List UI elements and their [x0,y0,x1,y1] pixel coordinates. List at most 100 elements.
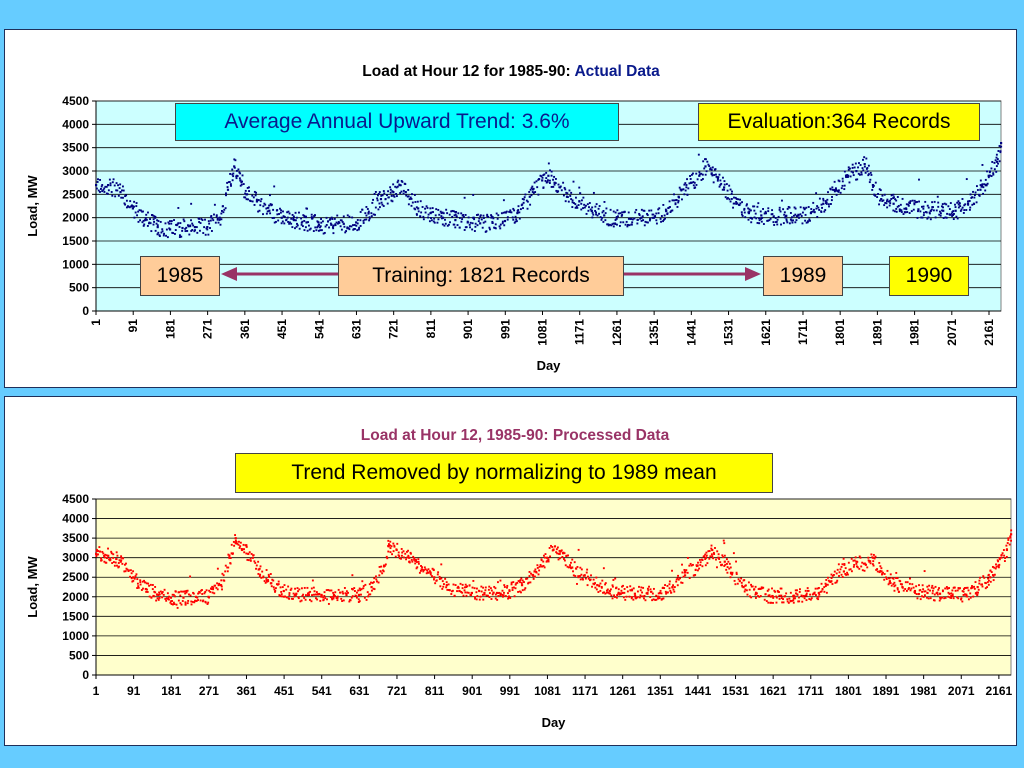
data-point [680,581,683,584]
data-point [282,589,285,593]
data-point [345,593,348,597]
data-point [872,186,874,188]
data-point [823,586,826,589]
data-point [564,188,567,191]
data-point [264,203,267,206]
data-point [510,583,513,586]
data-point [778,591,780,593]
data-point [643,224,646,227]
data-point [290,597,293,600]
data-point [471,228,474,231]
data-point [577,548,580,551]
data-point [554,545,557,548]
data-point [356,219,359,221]
data-point [356,222,359,225]
data-point [297,597,300,600]
data-point [716,178,719,181]
data-point [158,597,161,599]
data-point [327,602,330,605]
data-point [714,168,717,171]
data-point [415,559,418,562]
data-point [606,588,609,591]
data-point [295,216,298,219]
data-point [740,577,743,580]
data-point [306,594,309,597]
data-point [227,181,230,184]
data-point [529,581,532,584]
data-point [629,589,632,592]
data-point [691,563,694,566]
data-point [528,575,531,578]
y-tick-label: 2500 [62,570,89,584]
data-point [648,209,651,212]
data-point [753,588,756,591]
data-point [718,185,721,188]
data-point [577,576,580,579]
data-point [432,569,435,572]
data-point [683,574,687,577]
data-point [161,230,164,233]
chart-title-accent: Actual Data [574,63,660,80]
data-point [429,573,432,576]
data-point [836,579,839,582]
data-point [419,569,422,572]
data-point [235,177,238,180]
data-point [252,554,255,557]
data-point [649,588,652,591]
data-point [636,222,639,225]
data-point [576,582,578,585]
data-point [829,581,832,584]
data-point [259,200,262,203]
data-point [622,584,624,587]
data-point [438,213,441,216]
data-point [462,215,465,218]
data-point [704,165,707,168]
data-point [614,219,617,221]
data-point [302,593,305,596]
data-point [244,189,247,192]
data-point [989,170,992,173]
data-point [694,569,697,572]
data-point [772,215,775,218]
data-point [547,560,550,563]
data-point [570,198,573,201]
data-point [515,220,518,223]
data-point [580,208,583,211]
data-point [563,552,566,555]
data-point [108,178,111,181]
data-point [416,566,419,569]
data-point [274,587,277,590]
data-point [217,221,220,224]
data-point [271,217,274,219]
data-point [927,206,930,209]
data-point [952,210,955,213]
data-point [844,572,847,575]
data-point [780,223,782,226]
data-point [580,573,583,576]
data-point [279,207,281,210]
data-point [327,589,330,591]
data-point [172,593,175,596]
data-point [862,158,864,161]
data-point [798,596,800,599]
data-point [272,579,275,582]
data-point [376,197,379,200]
data-point [762,586,765,589]
data-point [735,573,738,576]
data-point [926,204,929,207]
data-point [976,593,979,596]
data-point [204,233,207,236]
data-point [993,161,996,164]
data-point [578,186,581,189]
data-point [430,211,433,214]
data-point [541,176,544,179]
data-point [954,209,957,212]
data-point [580,568,583,571]
data-point [474,225,477,228]
data-point [477,220,480,223]
data-point [913,203,916,206]
data-point [766,589,769,592]
data-point [113,184,116,187]
data-point [623,591,626,594]
data-point [379,198,383,201]
